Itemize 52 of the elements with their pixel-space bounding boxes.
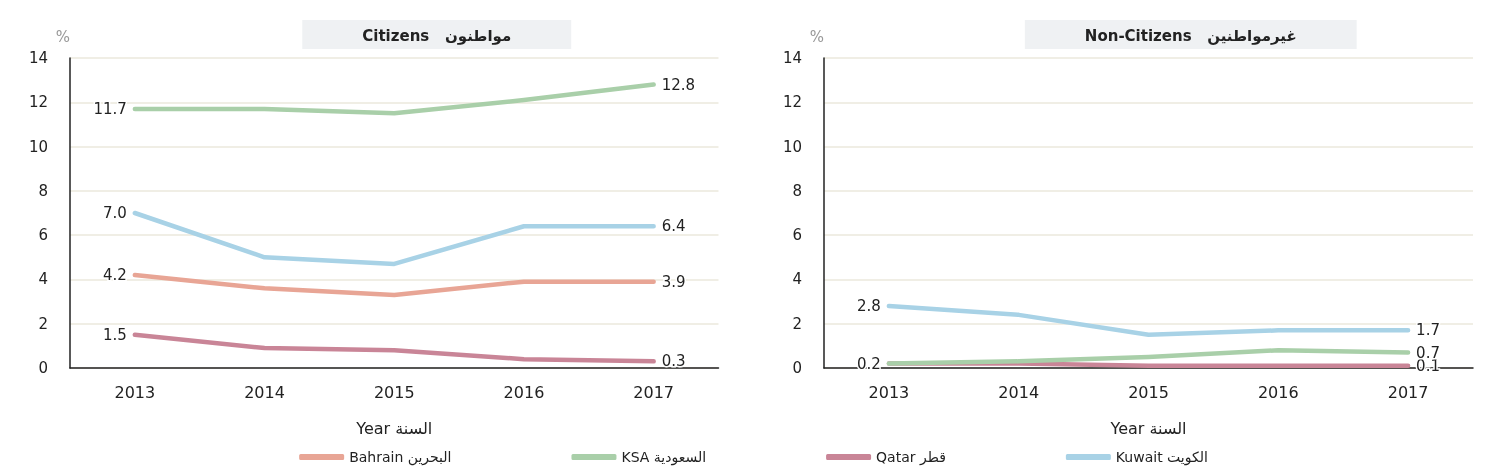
y-tick-label: 14 <box>28 49 48 67</box>
y-tick-label: 0 <box>791 359 802 377</box>
y-tick-label: 10 <box>28 137 48 156</box>
y-tick-label: 14 <box>782 49 802 67</box>
x-tick-label: 2016 <box>503 382 545 402</box>
y-tick-label: 6 <box>38 226 48 245</box>
y-tick-label: 4 <box>38 270 48 289</box>
y-tick-label: 4 <box>791 270 802 289</box>
x-axis-title: Year السنة <box>355 418 433 438</box>
legend-label: Qatar قطر <box>876 449 946 466</box>
line-series <box>132 82 656 116</box>
x-tick-label: 2016 <box>1257 382 1299 402</box>
data-label: 1.5 <box>102 325 127 344</box>
y-tick-label: 12 <box>782 93 802 112</box>
line-series <box>132 272 656 298</box>
data-label: 7.0 <box>102 204 127 222</box>
legend-label: Kuwait الكويت <box>1115 449 1208 466</box>
x-axis-title: Year السنة <box>1109 418 1186 438</box>
chart-title: Non-Citizens غيرمواطنين <box>1084 26 1297 45</box>
x-tick-label: 2017 <box>633 382 675 402</box>
data-label: 6.4 <box>661 217 686 236</box>
x-tick-label: 2013 <box>114 382 156 402</box>
y-tick-label: 10 <box>782 137 802 156</box>
y-axis-title: % <box>55 27 70 46</box>
x-tick-label: 2015 <box>373 382 415 402</box>
y-tick-label: 8 <box>791 181 802 200</box>
data-label: 11.7 <box>93 99 127 118</box>
line-series <box>132 210 656 267</box>
y-axis-title: % <box>809 27 824 46</box>
line-series <box>132 332 656 364</box>
data-label: 2.8 <box>856 297 881 315</box>
line-series <box>886 303 1410 338</box>
data-label: 12.8 <box>661 75 696 94</box>
legend-label: Bahrain البحرين <box>349 449 452 466</box>
y-tick-label: 0 <box>38 359 48 377</box>
x-tick-label: 2014 <box>997 382 1039 402</box>
chart-title: Citizens مواطنون <box>362 26 512 45</box>
y-tick-label: 12 <box>28 93 48 112</box>
x-tick-label: 2013 <box>868 382 909 402</box>
line-series <box>886 348 1410 366</box>
y-tick-label: 2 <box>38 314 48 333</box>
y-tick-label: 2 <box>791 314 802 333</box>
x-tick-label: 2014 <box>244 382 285 402</box>
x-tick-label: 2017 <box>1387 382 1428 402</box>
x-tick-label: 2015 <box>1127 382 1169 402</box>
y-tick-label: 8 <box>38 181 48 200</box>
data-label: 3.9 <box>661 272 686 291</box>
y-tick-label: 6 <box>791 226 802 245</box>
data-label: 1.7 <box>1415 321 1440 340</box>
legend-label: KSA السعودية <box>621 449 707 466</box>
data-label: 4.2 <box>102 266 127 284</box>
data-label: 0.3 <box>661 352 686 371</box>
